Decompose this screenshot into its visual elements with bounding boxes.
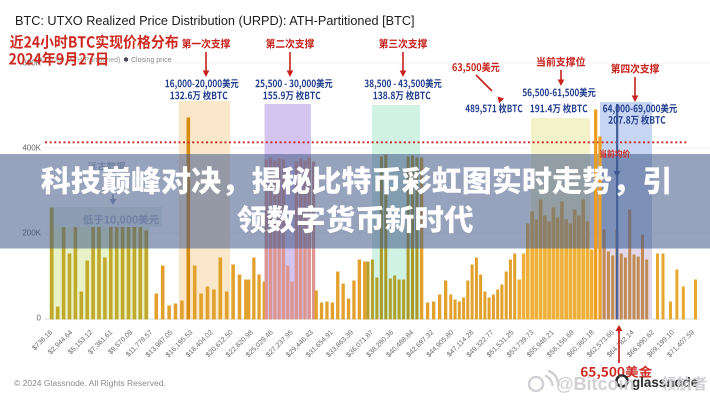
svg-text:Closing price: Closing price: [131, 57, 172, 64]
svg-text:400K: 400K: [22, 144, 41, 153]
svg-text:@Bitcoin: @Bitcoin: [556, 374, 635, 394]
svg-text:0: 0: [37, 314, 42, 323]
svg-text:BTC: UTXO Realized Price Distr: BTC: UTXO Realized Price Distribution (U…: [15, 14, 415, 28]
svg-text:© 2024 Glassnode. All Rights R: © 2024 Glassnode. All Rights Reserved.: [14, 378, 166, 388]
